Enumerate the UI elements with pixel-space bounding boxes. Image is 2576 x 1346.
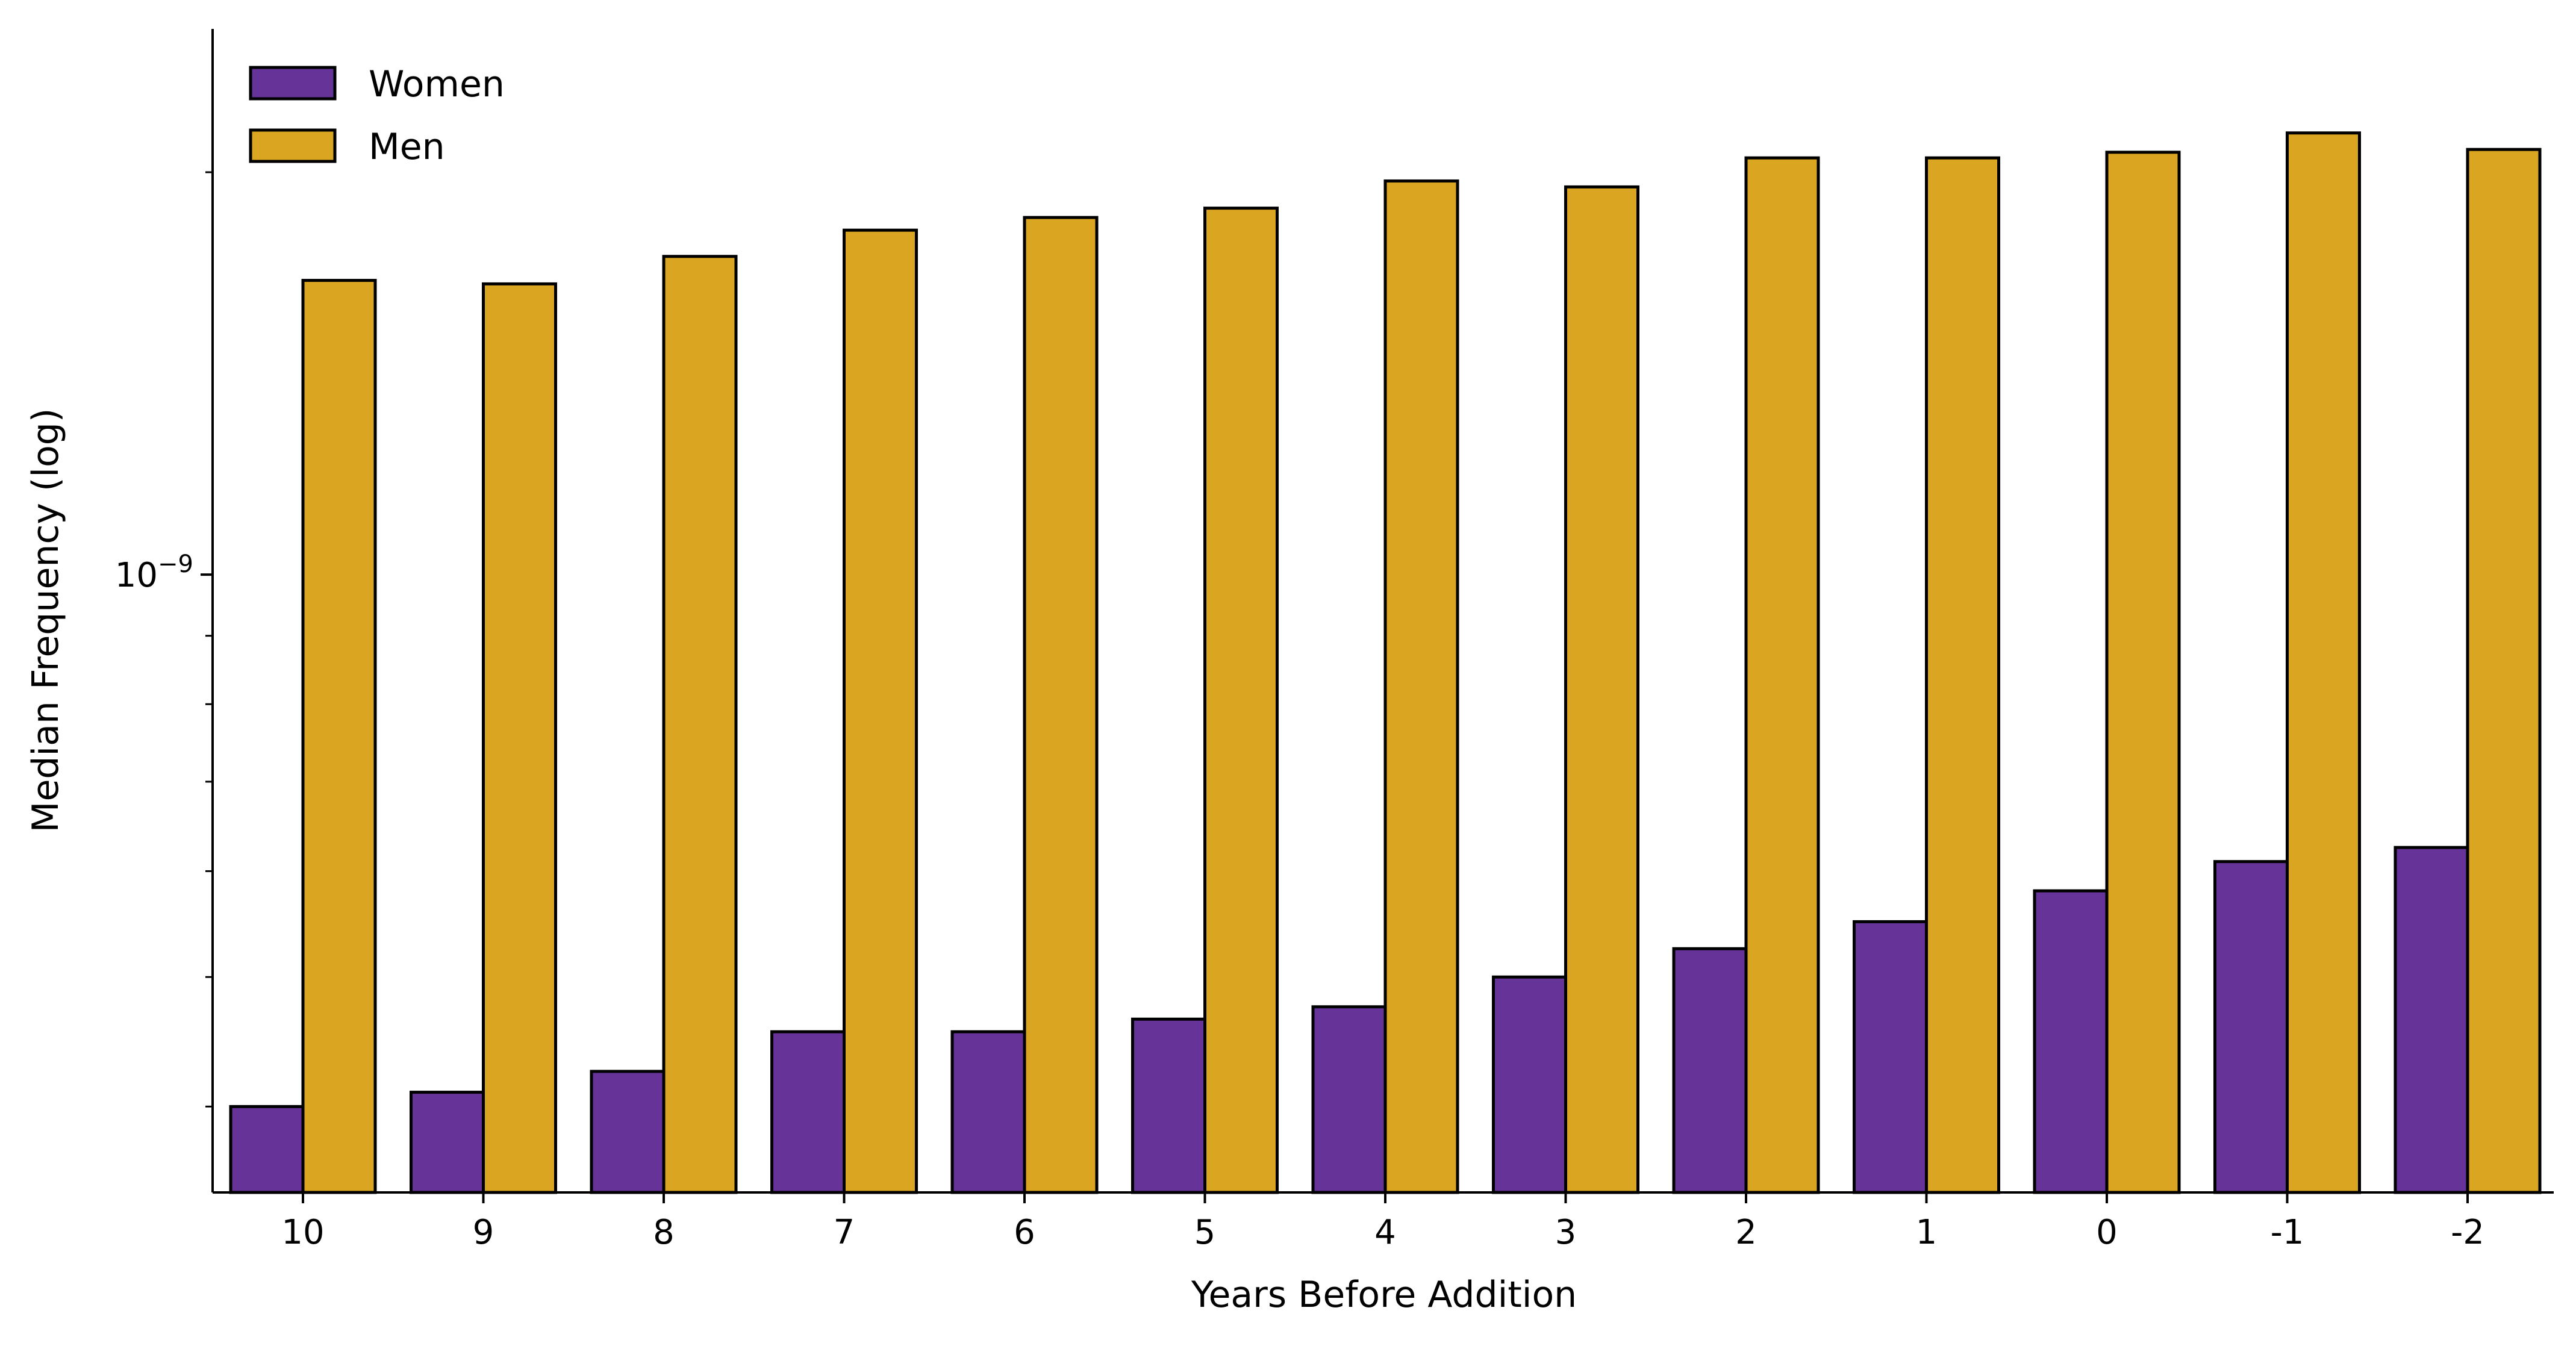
bar-men-3 [1564, 185, 1639, 1194]
bar-men-0 [2105, 151, 2181, 1194]
bar-men-7 [843, 228, 918, 1194]
x-tick-label: 5 [1194, 1213, 1216, 1252]
x-ticks: 10 9 8 7 6 5 4 3 2 1 0 -1 -2 [281, 1192, 2484, 1252]
bar-women-1 [1853, 920, 1928, 1194]
y-axis-label: Median Frequency (log) [25, 408, 67, 833]
x-tick-label: 3 [1555, 1213, 1577, 1252]
bar-women-9 [410, 1091, 485, 1194]
bar-men-5 [1203, 207, 1279, 1194]
legend-swatch-women [249, 66, 337, 101]
x-tick-label: 10 [281, 1213, 324, 1252]
x-tick-label: 1 [1916, 1213, 1938, 1252]
x-tick-label: 8 [653, 1213, 675, 1252]
y-tick-label: 10−9 [115, 550, 193, 595]
bar-women-2 [1672, 947, 1748, 1194]
bar-women-10 [229, 1105, 305, 1194]
x-tick-label: -2 [2451, 1213, 2484, 1252]
bar-men-1 [1925, 156, 2000, 1194]
bar-men--2 [2466, 148, 2542, 1194]
legend-swatch-men [249, 128, 337, 163]
x-tick-label: -1 [2271, 1213, 2304, 1252]
x-tick-label: 6 [1014, 1213, 1035, 1252]
bar-women--1 [2213, 860, 2289, 1194]
bar-men-8 [662, 255, 738, 1194]
bar-men-4 [1383, 179, 1459, 1194]
x-tick-label: 0 [2096, 1213, 2118, 1252]
bar-women-4 [1311, 1005, 1387, 1194]
x-axis-label: Years Before Addition [1191, 1274, 1577, 1316]
x-tick-label: 2 [1735, 1213, 1757, 1252]
bar-women-6 [950, 1030, 1026, 1194]
bar-men-9 [482, 282, 557, 1194]
x-tick-label: 4 [1374, 1213, 1396, 1252]
bars-layer [229, 131, 2542, 1194]
axes-layer [211, 29, 2554, 1194]
bar-women--2 [2394, 846, 2469, 1194]
legend-label-men: Men [369, 126, 445, 168]
y-ticks: 10−9 [115, 171, 213, 1108]
bar-women-3 [1492, 975, 1567, 1194]
bar-men-10 [301, 279, 377, 1194]
legend: Women Men [249, 63, 505, 168]
bar-women-0 [2033, 889, 2109, 1194]
bar-men--1 [2286, 131, 2361, 1194]
legend-label-women: Women [369, 63, 505, 105]
bar-men-2 [1744, 156, 1820, 1194]
x-tick-label: 7 [834, 1213, 855, 1252]
bar-women-8 [590, 1070, 666, 1194]
x-tick-label: 9 [473, 1213, 494, 1252]
bar-men-6 [1023, 216, 1099, 1194]
bar-women-5 [1131, 1017, 1206, 1194]
bar-women-7 [770, 1030, 846, 1194]
